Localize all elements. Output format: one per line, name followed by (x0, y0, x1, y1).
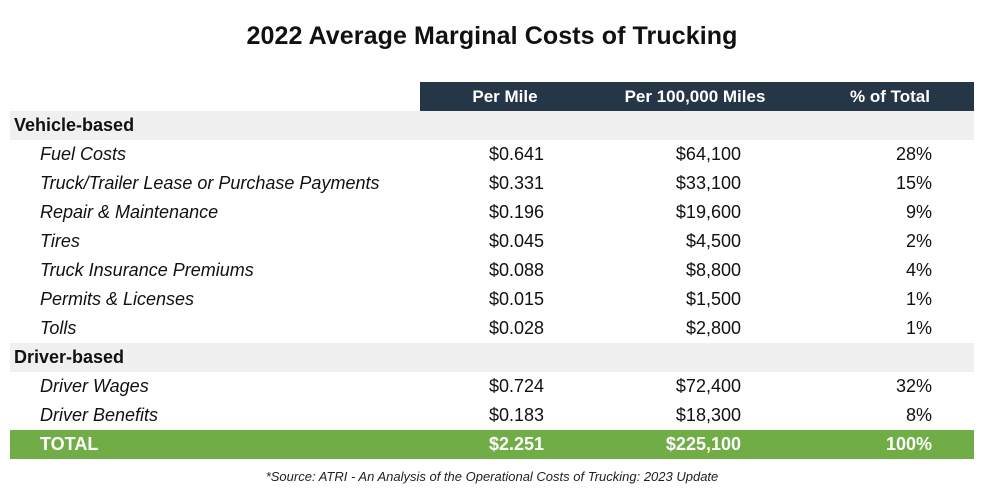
row-label: Repair & Maintenance (40, 202, 219, 222)
per-mile-value: $0.015 (488, 289, 544, 309)
per-mile-value: $0.088 (488, 260, 544, 280)
per-100k-value: $8,800 (685, 260, 741, 280)
total-per-100k-value: $225,100 (665, 434, 741, 454)
table-row: Truck Insurance Premiums $0.088 $8,800 4… (10, 256, 974, 285)
per-mile-value: $0.724 (488, 376, 544, 396)
column-header-pct-of-total: % of Total (850, 87, 930, 106)
header-band (420, 82, 974, 111)
per-100k-value: $33,100 (675, 173, 741, 193)
pct-value: 28% (895, 144, 932, 164)
per-100k-value: $2,800 (685, 318, 741, 338)
total-pct-value: 100% (885, 434, 932, 454)
pct-value: 1% (905, 318, 932, 338)
per-100k-value: $19,600 (675, 202, 741, 222)
per-100k-value: $64,100 (675, 144, 741, 164)
per-100k-value: $72,400 (675, 376, 741, 396)
row-label: Driver Benefits (40, 405, 159, 425)
row-label: Tires (40, 231, 80, 251)
cost-table: Per Mile Per 100,000 Miles % of Total Ve… (10, 82, 974, 459)
pct-value: 9% (905, 202, 932, 222)
table-row: Permits & Licenses $0.015 $1,500 1% (10, 285, 974, 314)
pct-value: 1% (905, 289, 932, 309)
total-row: TOTAL $2.251 $225,100 100% (10, 430, 974, 459)
pct-value: 2% (905, 231, 932, 251)
row-label: Tolls (40, 318, 77, 338)
table-row: Tires $0.045 $4,500 2% (10, 227, 974, 256)
source-footnote: *Source: ATRI - An Analysis of the Opera… (265, 469, 719, 484)
row-label: Truck/Trailer Lease or Purchase Payments (40, 173, 380, 193)
section-label: Vehicle-based (14, 115, 135, 135)
per-100k-value: $18,300 (675, 405, 741, 425)
total-per-mile-value: $2.251 (488, 434, 544, 454)
column-header-per-mile: Per Mile (472, 87, 538, 106)
row-label: Fuel Costs (40, 144, 127, 164)
per-mile-value: $0.196 (488, 202, 544, 222)
pct-value: 8% (905, 405, 932, 425)
per-mile-value: $0.331 (488, 173, 544, 193)
column-header-per-100k-miles: Per 100,000 Miles (624, 87, 766, 106)
total-label: TOTAL (40, 434, 99, 454)
row-label: Permits & Licenses (40, 289, 195, 309)
row-label: Driver Wages (40, 376, 149, 396)
table-row: Repair & Maintenance $0.196 $19,600 9% (10, 198, 974, 227)
table-row: Driver Benefits $0.183 $18,300 8% (10, 401, 974, 430)
table-row: Driver Wages $0.724 $72,400 32% (10, 372, 974, 401)
section-label: Driver-based (14, 347, 125, 367)
table-row: Truck/Trailer Lease or Purchase Payments… (10, 169, 974, 198)
table-row: Fuel Costs $0.641 $64,100 28% (10, 140, 974, 169)
per-mile-value: $0.641 (488, 144, 544, 164)
table-row: Tolls $0.028 $2,800 1% (10, 314, 974, 343)
pct-value: 15% (895, 173, 932, 193)
section-row-driver-based: Driver-based (10, 343, 974, 372)
table-header-row: Per Mile Per 100,000 Miles % of Total (10, 82, 974, 111)
pct-value: 32% (895, 376, 932, 396)
row-label: Truck Insurance Premiums (40, 260, 254, 280)
table-title: 2022 Average Marginal Costs of Trucking (246, 22, 738, 50)
per-100k-value: $1,500 (685, 289, 741, 309)
per-100k-value: $4,500 (685, 231, 741, 251)
per-mile-value: $0.028 (488, 318, 544, 338)
per-mile-value: $0.183 (488, 405, 544, 425)
section-row-vehicle-based: Vehicle-based (10, 111, 974, 140)
per-mile-value: $0.045 (488, 231, 544, 251)
pct-value: 4% (905, 260, 932, 280)
